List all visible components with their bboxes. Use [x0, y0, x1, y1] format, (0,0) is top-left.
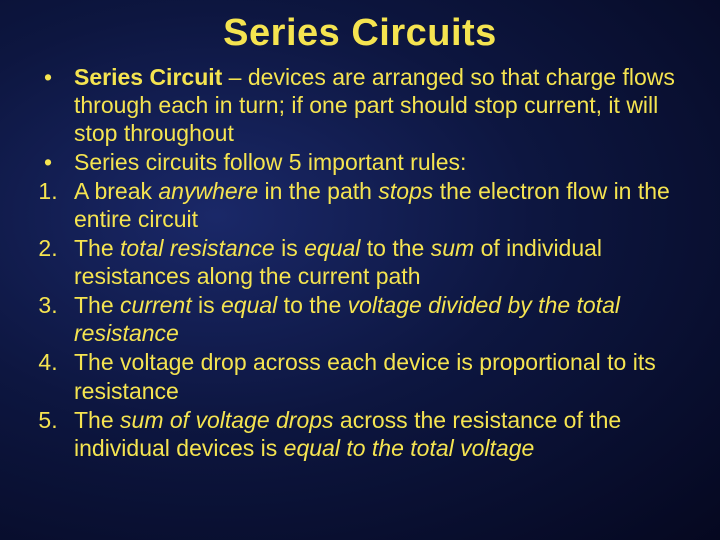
text-segment: is — [275, 235, 304, 261]
list-marker: • — [28, 63, 74, 147]
list-item: 5.The sum of voltage drops across the re… — [28, 406, 692, 462]
text-segment: current — [120, 292, 192, 318]
list-marker: 3. — [28, 291, 74, 347]
text-segment: Series Circuit — [74, 64, 222, 90]
text-segment: sum — [431, 235, 474, 261]
list-marker: • — [28, 148, 74, 176]
list-item: 1.A break anywhere in the path stops the… — [28, 177, 692, 233]
slide-title: Series Circuits — [28, 12, 692, 55]
list-item: 4.The voltage drop across each device is… — [28, 348, 692, 404]
text-segment: A break — [74, 178, 158, 204]
text-segment: sum of voltage drops — [120, 407, 334, 433]
list-content: The sum of voltage drops across the resi… — [74, 406, 692, 462]
text-segment: equal — [221, 292, 277, 318]
text-segment: to the — [360, 235, 430, 261]
list-marker: 2. — [28, 234, 74, 290]
text-segment: The — [74, 235, 120, 261]
text-segment: Series circuits follow 5 important rules… — [74, 149, 466, 175]
list-content: The voltage drop across each device is p… — [74, 348, 692, 404]
list-item: 3.The current is equal to the voltage di… — [28, 291, 692, 347]
text-segment: total resistance — [120, 235, 275, 261]
list-content: A break anywhere in the path stops the e… — [74, 177, 692, 233]
text-segment: to the — [277, 292, 347, 318]
list-content: Series Circuit – devices are arranged so… — [74, 63, 692, 147]
list-marker: 5. — [28, 406, 74, 462]
text-segment: The — [74, 292, 120, 318]
list-marker: 4. — [28, 348, 74, 404]
list-item: 2.The total resistance is equal to the s… — [28, 234, 692, 290]
list-content: The total resistance is equal to the sum… — [74, 234, 692, 290]
text-segment: is — [192, 292, 221, 318]
text-segment: The — [74, 407, 120, 433]
text-segment: in the path — [258, 178, 378, 204]
list-content: Series circuits follow 5 important rules… — [74, 148, 692, 176]
text-segment: The voltage drop across each device is p… — [74, 349, 656, 403]
list-content: The current is equal to the voltage divi… — [74, 291, 692, 347]
list-item: •Series circuits follow 5 important rule… — [28, 148, 692, 176]
text-segment: anywhere — [158, 178, 258, 204]
text-segment: equal — [304, 235, 360, 261]
text-segment: equal to the total voltage — [284, 435, 535, 461]
content-list: •Series Circuit – devices are arranged s… — [28, 63, 692, 462]
text-segment: stops — [378, 178, 433, 204]
list-item: •Series Circuit – devices are arranged s… — [28, 63, 692, 147]
list-marker: 1. — [28, 177, 74, 233]
